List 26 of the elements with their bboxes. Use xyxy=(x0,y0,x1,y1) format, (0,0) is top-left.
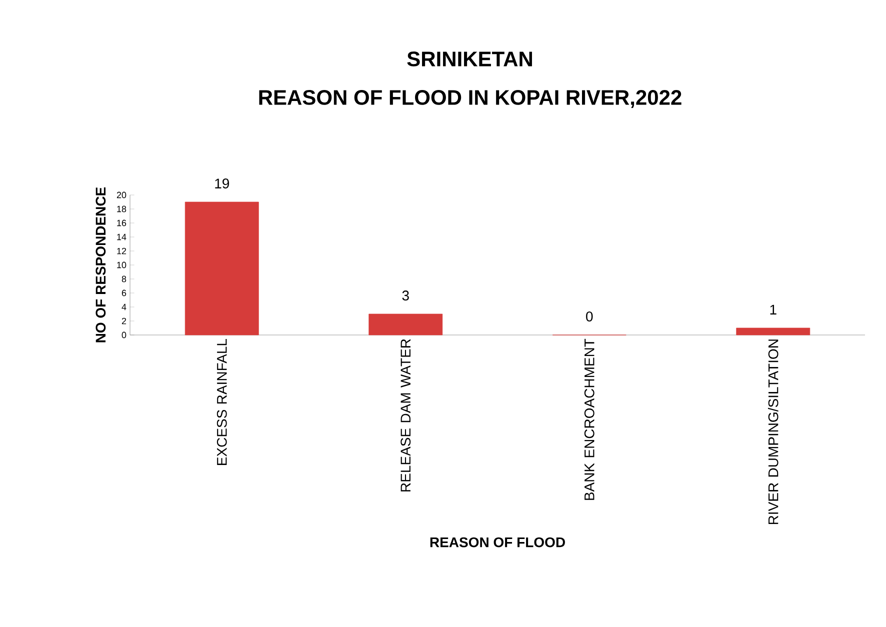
y-tick-label: 10 xyxy=(117,262,126,268)
bar xyxy=(368,314,443,336)
data-label: 19 xyxy=(215,178,230,188)
y-axis-title: NO OF RESPONDENCE xyxy=(96,187,106,342)
y-tick-label: 12 xyxy=(117,248,126,254)
y-tick-label: 4 xyxy=(122,304,126,310)
bar xyxy=(736,328,810,336)
chart-subtitle: REASON OF FLOOD IN KOPAI RIVER,2022 xyxy=(259,90,682,108)
y-tick-label: 20 xyxy=(116,192,126,198)
chart-title: SRINIKETAN xyxy=(407,52,532,66)
data-label: 3 xyxy=(402,290,409,300)
y-tick-label: 18 xyxy=(117,206,126,212)
x-tick-label: BANK ENCROACHMENT xyxy=(584,338,594,500)
bar xyxy=(184,202,259,336)
x-tick-label: EXCESS RAINFALL xyxy=(216,338,227,465)
x-tick-label: RELEASE DAM WATER xyxy=(400,339,411,492)
x-tick-label: RIVER DUMPING/SILTATION xyxy=(768,340,778,524)
y-tick-label: 8 xyxy=(122,276,126,282)
y-tick-label: 14 xyxy=(117,234,126,240)
data-label: 1 xyxy=(770,304,776,314)
y-tick-label: 6 xyxy=(122,290,126,296)
y-tick-label: 16 xyxy=(117,220,126,226)
y-tick-label: 0 xyxy=(122,332,126,338)
x-axis-title: REASON OF FLOOD xyxy=(430,537,565,548)
y-tick-label: 2 xyxy=(122,318,126,324)
data-label: 0 xyxy=(586,312,593,322)
